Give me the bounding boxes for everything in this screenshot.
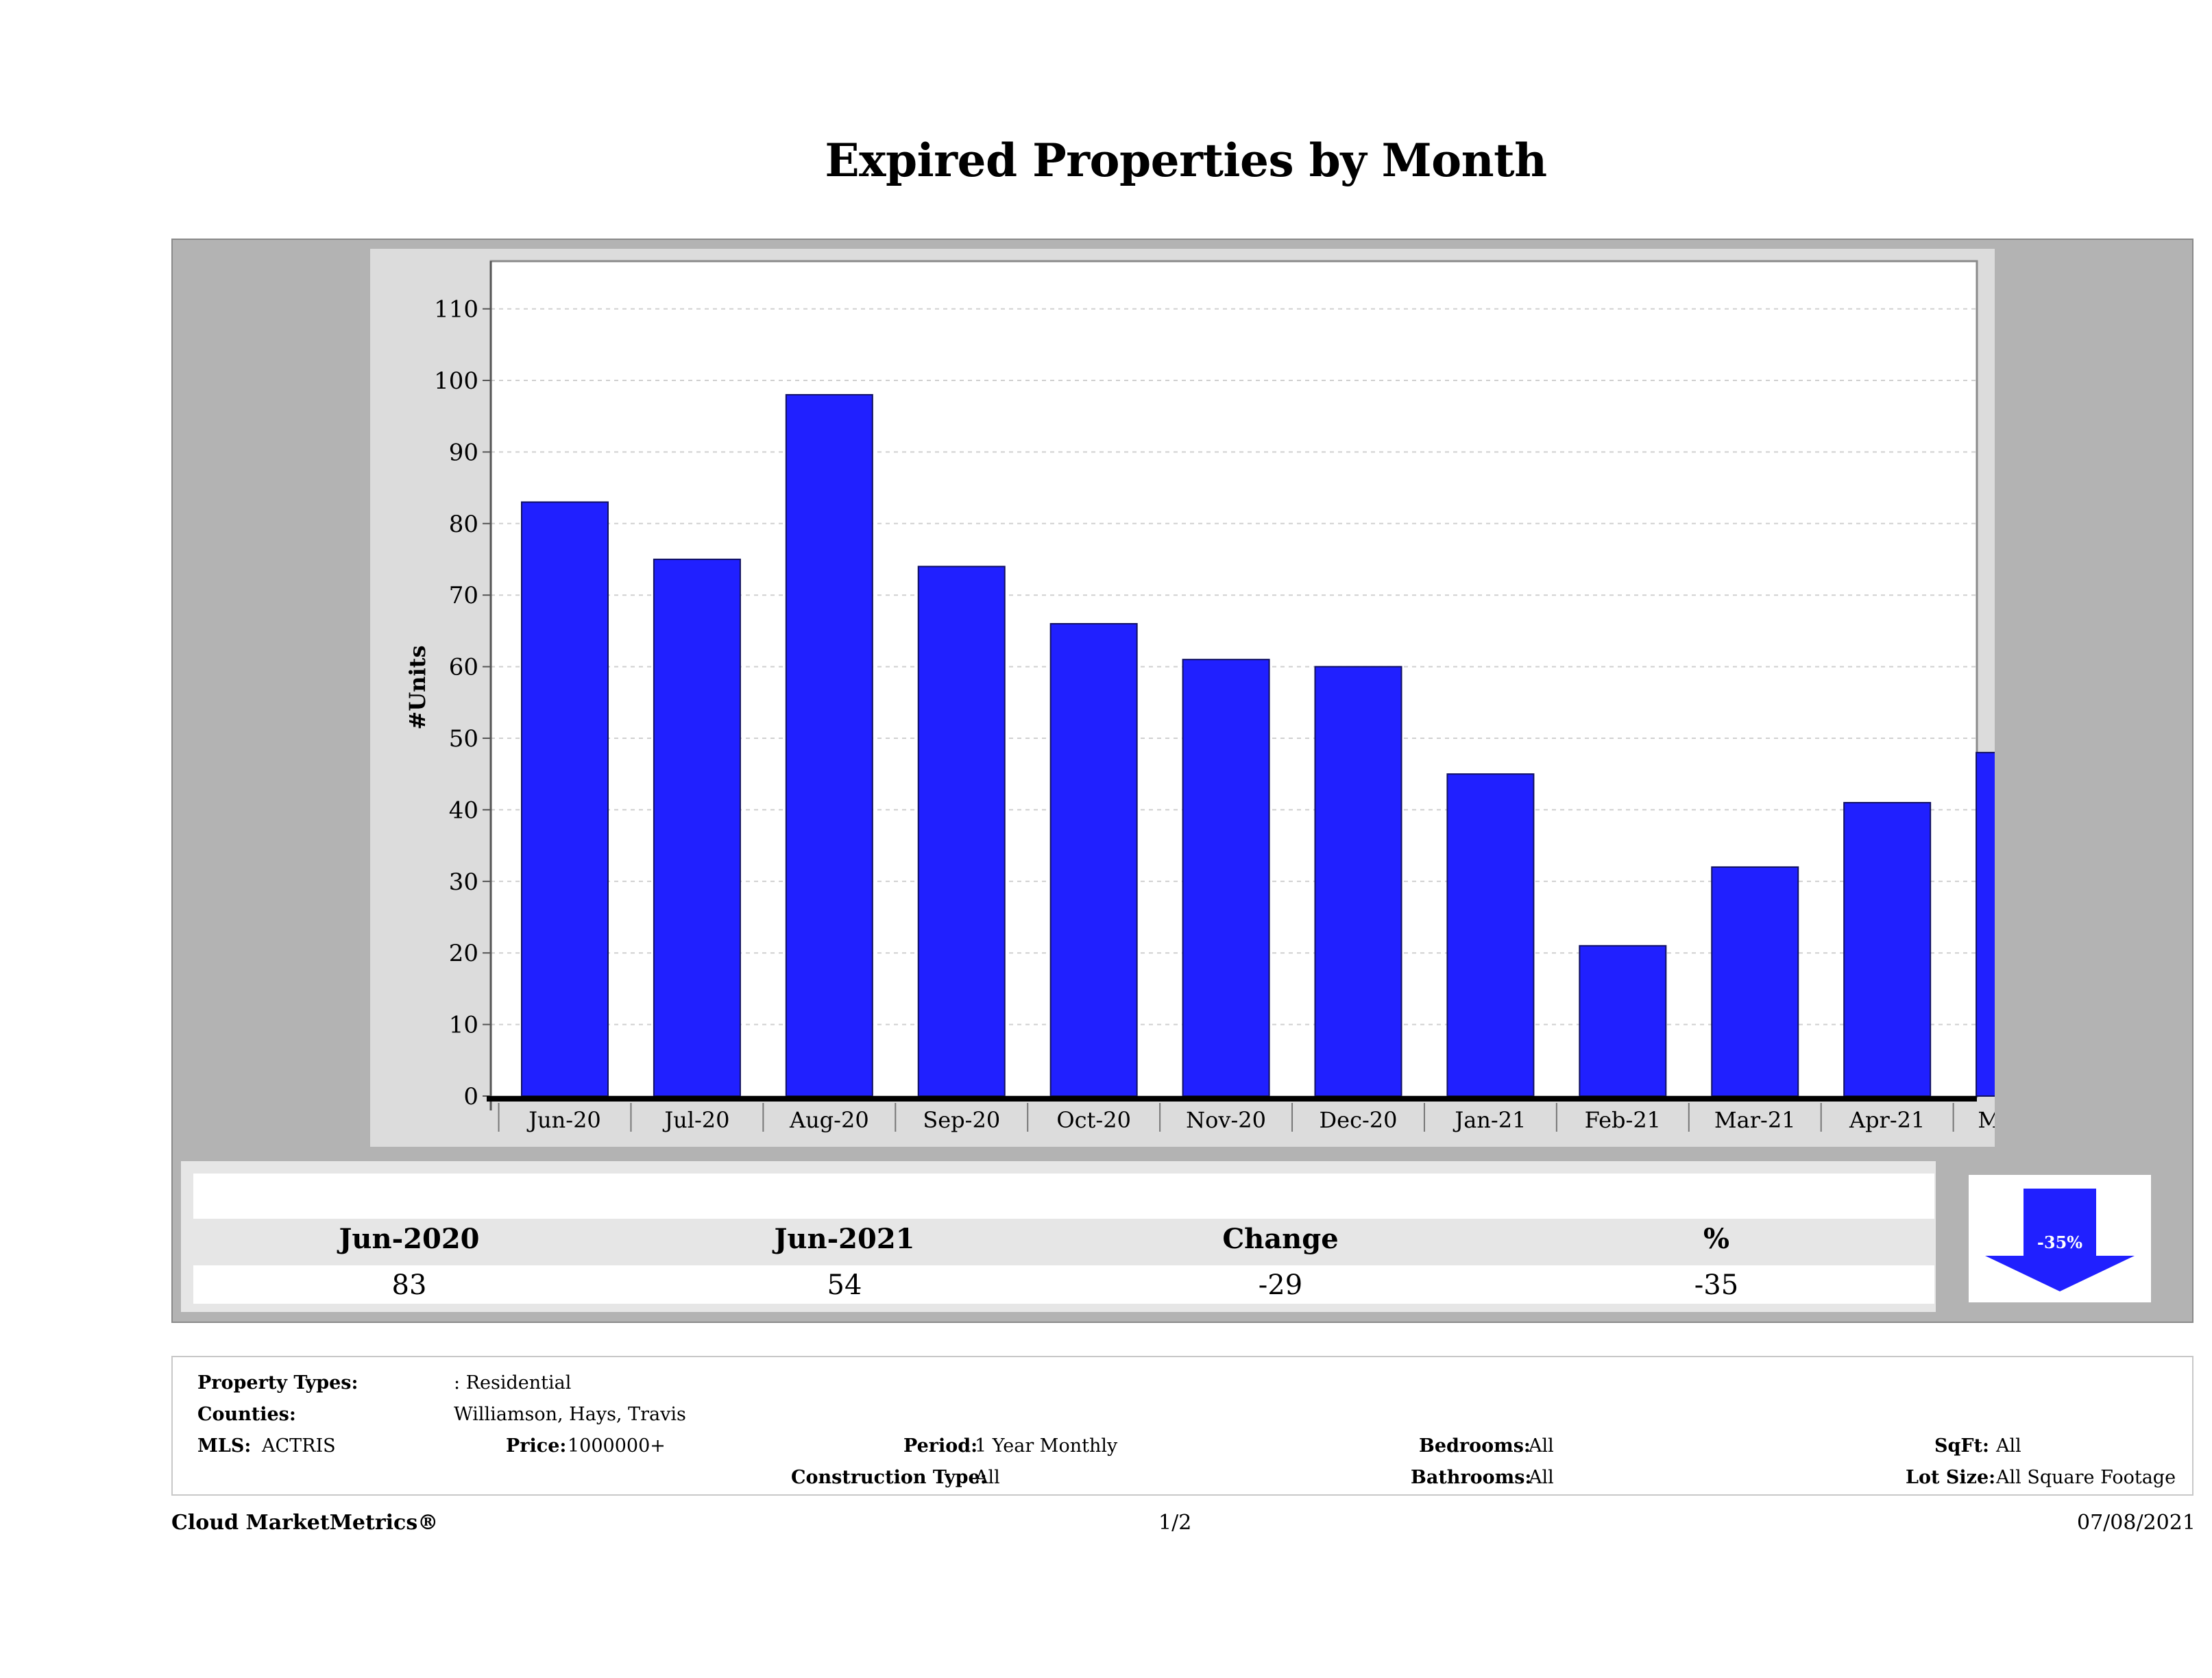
x-tick-label: Jan-21: [1453, 1107, 1526, 1133]
y-tick-label: 70: [449, 582, 478, 609]
sqft-label: SqFt:: [1934, 1435, 1989, 1457]
bar: [1579, 945, 1667, 1097]
x-tick-label: Apr-21: [1849, 1107, 1925, 1133]
price-value: 1000000+: [568, 1435, 666, 1457]
x-tick-label: Mar-21: [1714, 1107, 1796, 1133]
summary-head-change: Change: [1222, 1223, 1339, 1255]
down-arrow-icon: [1985, 1189, 2135, 1291]
price-label: Price:: [506, 1435, 567, 1457]
bathrooms-label: Bathrooms:: [1411, 1467, 1532, 1488]
y-tick-label: 0: [463, 1083, 478, 1110]
summary-head-end: Jun-2021: [774, 1223, 915, 1255]
y-tick-label: 20: [449, 940, 478, 967]
x-tick-label: Feb-21: [1585, 1107, 1661, 1133]
bathrooms-value: All: [1529, 1467, 1554, 1488]
summary-value-change: -29: [1258, 1269, 1303, 1301]
bar: [1182, 659, 1270, 1097]
y-tick-label: 90: [449, 439, 478, 466]
y-tick-label: 80: [449, 511, 478, 538]
bar: [521, 501, 609, 1097]
property-types-value: : Residential: [454, 1372, 572, 1394]
construction-type-value: All: [975, 1467, 1000, 1488]
x-tick-label: May-21: [1978, 1107, 1995, 1133]
summary-blank-row: [193, 1174, 1934, 1219]
bedrooms-value: All: [1529, 1435, 1554, 1457]
counties-value: Williamson, Hays, Travis: [454, 1404, 686, 1425]
x-tick-label: Aug-20: [789, 1107, 869, 1133]
bar: [1049, 622, 1138, 1097]
bar: [1976, 751, 1995, 1097]
y-tick-label: 10: [449, 1012, 478, 1039]
chart-area: 0 10 20 30 40 50 60 70 80 90 100 110 #Units Jun-20 Jul…: [370, 249, 1995, 1147]
trend-indicator: -35%: [1969, 1175, 2151, 1302]
sqft-value: All: [1996, 1435, 2021, 1457]
footer-date: 07/08/2021: [2077, 1511, 2196, 1535]
period-label: Period:: [903, 1435, 978, 1457]
lot-size-value: All Square Footage: [1996, 1467, 2176, 1488]
lot-size-label: Lot Size:: [1906, 1467, 1996, 1488]
summary-table: Jun-2020 Jun-2021 Change % 83 54 -29 -35: [181, 1161, 1936, 1312]
bar: [917, 566, 1006, 1097]
footer-brand: Cloud MarketMetrics®: [171, 1511, 439, 1535]
bar: [785, 393, 873, 1097]
x-tick-label: Jul-20: [662, 1107, 729, 1133]
y-tick-label: 40: [449, 797, 478, 824]
trend-percent-label: -35%: [2037, 1232, 2083, 1252]
bar: [1711, 866, 1799, 1097]
y-tick-label: 60: [449, 654, 478, 681]
counties-label: Counties:: [197, 1404, 296, 1425]
filter-criteria: Property Types: : Residential Counties: …: [171, 1356, 2193, 1496]
summary-head-percent: %: [1703, 1223, 1729, 1255]
summary-value-end: 54: [827, 1269, 862, 1301]
construction-type-label: Construction Type:: [791, 1467, 987, 1488]
bar: [1843, 801, 1932, 1097]
summary-values-row: [193, 1265, 1934, 1304]
x-tick-label: Dec-20: [1319, 1107, 1397, 1133]
x-tick-label: Jun-20: [526, 1107, 601, 1133]
bar: [1314, 666, 1402, 1097]
property-types-label: Property Types:: [197, 1372, 358, 1394]
mls-label: MLS:: [197, 1435, 252, 1457]
y-tick-label: 30: [449, 868, 478, 896]
bedrooms-label: Bedrooms:: [1419, 1435, 1531, 1457]
x-tick-label: Sep-20: [923, 1107, 1000, 1133]
summary-value-percent: -35: [1694, 1269, 1739, 1301]
chart-title: Expired Properties by Month: [825, 134, 1547, 187]
summary-value-start: 83: [391, 1269, 427, 1301]
x-tick-label: Oct-20: [1056, 1107, 1131, 1133]
x-tick-label: Nov-20: [1186, 1107, 1266, 1133]
footer-page-number: 1/2: [1158, 1511, 1192, 1535]
mls-value: ACTRIS: [262, 1435, 336, 1457]
period-value: 1 Year Monthly: [975, 1435, 1118, 1457]
bar: [653, 559, 741, 1097]
summary-head-start: Jun-2020: [339, 1223, 480, 1255]
bar-chart: 0 10 20 30 40 50 60 70 80 90 100 110 #Units Jun-20 Jul…: [404, 260, 1995, 1133]
y-tick-label: 110: [434, 296, 478, 324]
y-tick-label: 50: [449, 725, 478, 753]
y-tick-label: 100: [434, 367, 478, 395]
y-axis-label: #Units: [404, 646, 430, 730]
bar: [1446, 773, 1535, 1097]
